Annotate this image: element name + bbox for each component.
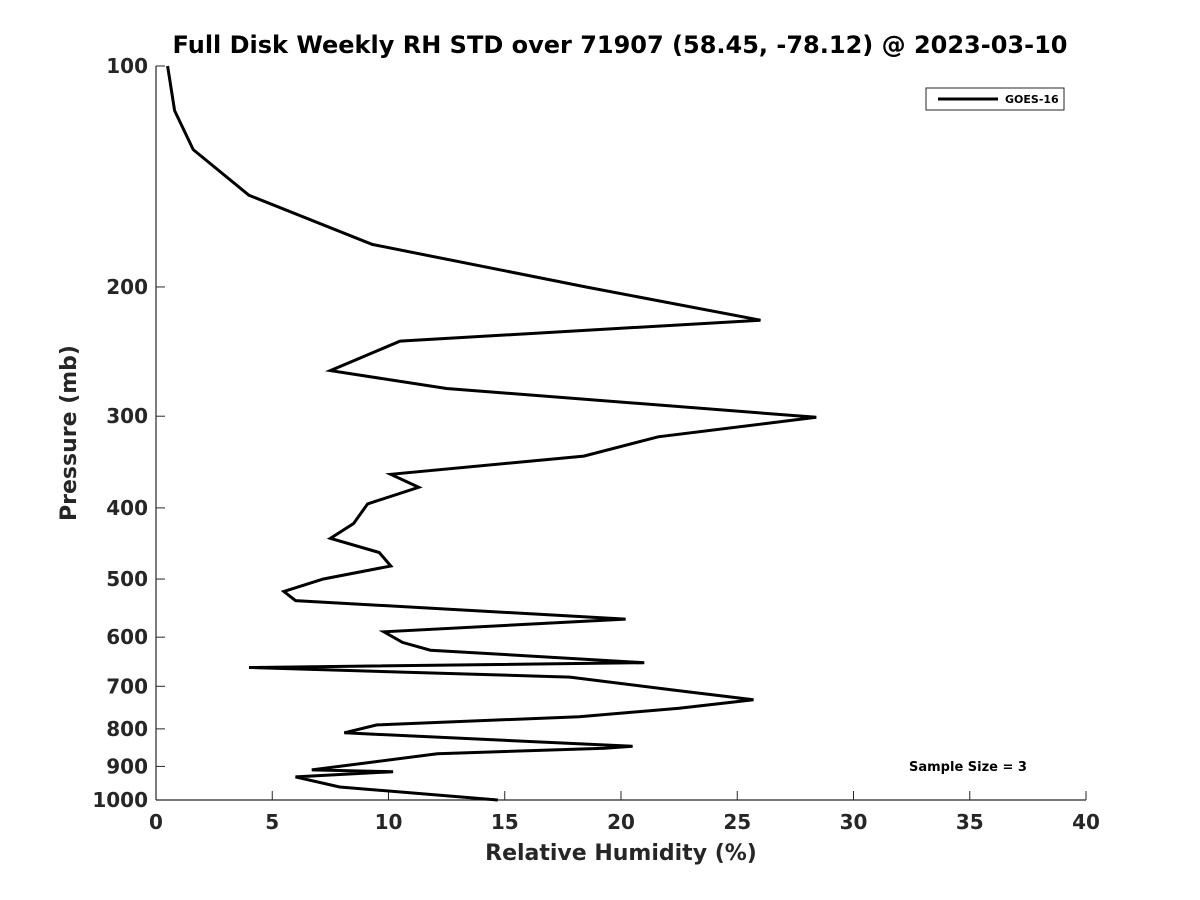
y-tick-label: 300 — [106, 404, 148, 428]
chart-title: Full Disk Weekly RH STD over 71907 (58.4… — [173, 31, 1068, 59]
y-tick-label: 800 — [106, 717, 148, 741]
x-tick-label: 25 — [723, 810, 751, 834]
plot-area: 0 5 10 15 20 25 30 35 40 100 200 300 400 500 600 700 80… — [92, 54, 1100, 834]
y-tick-label: 100 — [106, 54, 148, 78]
y-axis-label: Pressure (mb) — [57, 345, 82, 521]
legend: GOES-16 — [925, 87, 1065, 111]
x-ticks: 0 5 10 15 20 25 30 35 40 — [149, 791, 1100, 834]
y-tick-label: 900 — [106, 754, 148, 778]
y-tick-label: 1000 — [92, 788, 148, 812]
x-tick-label: 40 — [1072, 810, 1100, 834]
x-tick-label: 35 — [956, 810, 984, 834]
y-tick-label: 700 — [106, 674, 148, 698]
y-tick-label: 600 — [106, 625, 148, 649]
y-tick-label: 500 — [106, 567, 148, 591]
sample-size-annotation: Sample Size = 3 — [909, 760, 1027, 775]
legend-label: GOES-16 — [1005, 93, 1059, 106]
x-tick-label: 20 — [607, 810, 635, 834]
x-tick-label: 30 — [840, 810, 868, 834]
y-tick-label: 400 — [106, 496, 148, 520]
x-tick-label: 0 — [149, 810, 163, 834]
y-tick-label: 200 — [106, 275, 148, 299]
x-tick-label: 5 — [265, 810, 279, 834]
x-tick-label: 10 — [375, 810, 403, 834]
series-line-goes-16 — [166, 65, 817, 802]
y-ticks: 100 200 300 400 500 600 700 800 900 1000 — [92, 54, 165, 812]
x-axis-label: Relative Humidity (%) — [485, 841, 757, 866]
x-tick-label: 15 — [491, 810, 519, 834]
